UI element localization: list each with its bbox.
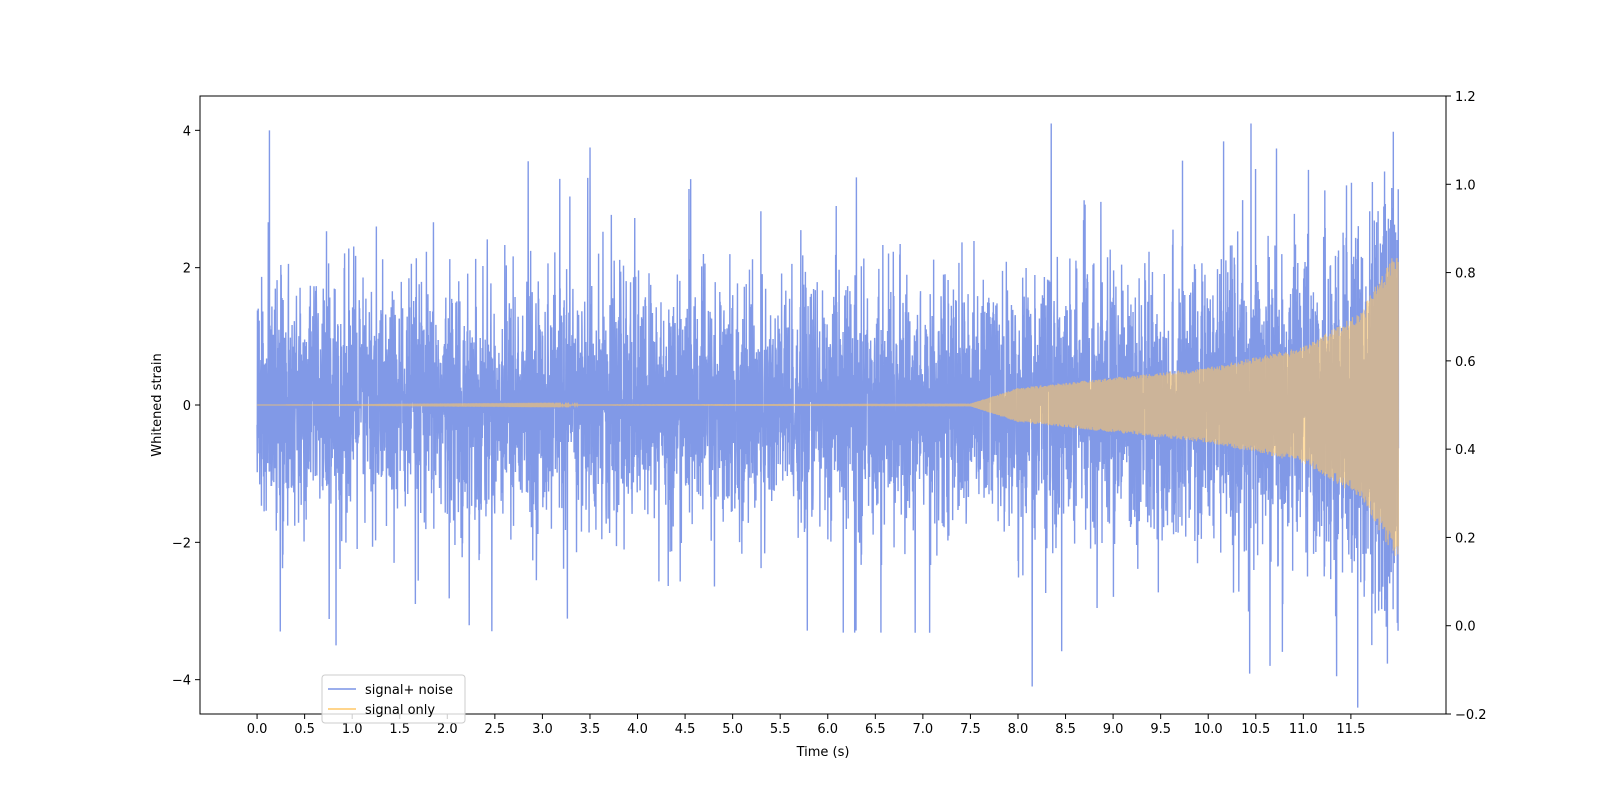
- y-tick-label: −4: [172, 674, 191, 689]
- x-tick-label: 11.5: [1336, 722, 1365, 737]
- legend-label-signal-only: signal only: [365, 703, 435, 718]
- x-axis-label: Time (s): [796, 745, 850, 760]
- y-axis-right: −0.2 0.0 0.2 0.4 0.6 0.8 1.0 1.2: [1446, 90, 1487, 723]
- x-tick-label: 1.5: [389, 722, 410, 737]
- x-tick-label: 2.0: [437, 722, 458, 737]
- legend: signal+ noise signal only: [321, 674, 466, 724]
- y2-tick-label: 0.0: [1455, 620, 1476, 635]
- y-tick-label: 2: [183, 262, 191, 277]
- x-tick-label: 0.0: [247, 722, 268, 737]
- y-axis-left: −4 −2 0 2 4: [172, 124, 200, 689]
- x-tick-label: 2.5: [485, 722, 506, 737]
- series-signal-only-line: [257, 258, 1400, 556]
- y2-tick-label: 0.8: [1455, 267, 1476, 282]
- y-axis-label: Whitened strain: [150, 353, 165, 456]
- x-tick-label: 7.5: [960, 722, 981, 737]
- x-tick-label: 4.0: [627, 722, 648, 737]
- y2-tick-label: 0.2: [1455, 531, 1476, 546]
- plot-area: [256, 123, 1400, 708]
- x-tick-label: 5.5: [770, 722, 791, 737]
- series-signal-noise-line: [256, 123, 1400, 708]
- x-axis: 0.0 0.5 1.0 1.5 2.0 2.5 3.0 3.5 4.0 4.5 5.0 5.5 6.0 6…: [247, 714, 1365, 737]
- x-tick-label: 10.5: [1241, 722, 1270, 737]
- x-tick-label: 10.0: [1194, 722, 1223, 737]
- x-tick-label: 3.0: [532, 722, 553, 737]
- x-tick-label: 4.5: [675, 722, 696, 737]
- x-tick-label: 11.0: [1289, 722, 1318, 737]
- y-tick-label: −2: [172, 536, 191, 551]
- x-tick-label: 6.0: [817, 722, 838, 737]
- y2-tick-label: 1.2: [1455, 90, 1476, 105]
- y2-tick-label: 1.0: [1455, 178, 1476, 193]
- legend-label-signal-noise: signal+ noise: [365, 683, 453, 698]
- x-tick-label: 9.0: [1103, 722, 1124, 737]
- x-tick-label: 8.0: [1008, 722, 1029, 737]
- x-tick-label: 3.5: [580, 722, 601, 737]
- x-tick-label: 6.5: [865, 722, 886, 737]
- x-tick-label: 8.5: [1055, 722, 1076, 737]
- y-tick-label: 4: [183, 124, 191, 139]
- x-tick-label: 9.5: [1150, 722, 1171, 737]
- x-tick-label: 7.0: [913, 722, 934, 737]
- legend-box: [321, 674, 466, 724]
- x-tick-label: 0.5: [294, 722, 315, 737]
- y2-tick-label: 0.6: [1455, 355, 1476, 370]
- y-tick-label: 0: [183, 399, 191, 414]
- x-tick-label: 5.0: [722, 722, 743, 737]
- y2-tick-label: 0.4: [1455, 443, 1476, 458]
- y2-tick-label: −0.2: [1455, 708, 1487, 723]
- x-tick-label: 1.0: [342, 722, 363, 737]
